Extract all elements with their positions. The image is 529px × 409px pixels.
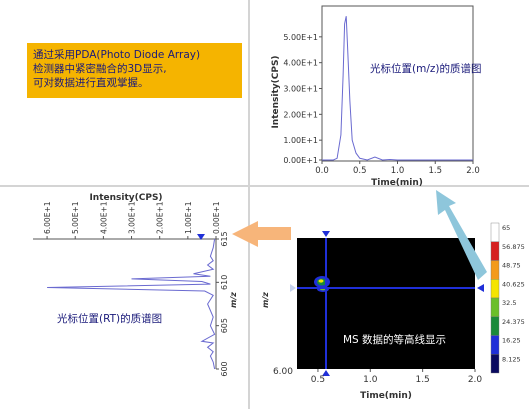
contour-ylabel: m/z (261, 292, 270, 308)
spectrum-ytick-label: 605 (220, 318, 229, 333)
callout-line-2: 检测器中紧密融合的3D显示, (33, 63, 167, 75)
chromatogram-xlabel: Time(min) (371, 178, 423, 188)
spectrum-plot-area (33, 239, 216, 369)
spectrum-ytick-label: 610 (220, 275, 229, 290)
colorbar-swatch (490, 222, 500, 242)
spectrum-trace (47, 238, 216, 370)
chromatogram-xtick-label: 2.0 (466, 166, 480, 176)
chromatogram-ytick-label: 4.00E+1 (283, 59, 318, 68)
colorbar-label: 16.25 (502, 337, 521, 345)
contour-cursor-right-marker (477, 284, 484, 292)
spectrum-xtick-label: 6.00E+1 (43, 201, 52, 234)
colorbar-label: 65 (502, 224, 510, 232)
chromatogram-chart: 0.00E+1 1.00E+1 2.00E+1 3.00E+1 4.00E+1 5.00E… (271, 5, 480, 188)
arrow-to-spectrum (232, 221, 291, 247)
colorbar-label: 8.125 (502, 355, 521, 363)
chromatogram-xtick-label: 0.5 (353, 166, 367, 176)
chromatogram-xtick-label: 0.0 (315, 166, 329, 176)
spectrum-xtick-label: 0.00E+1 (212, 201, 221, 234)
colorbar-label: 24.375 (502, 318, 525, 326)
chromatogram-ytick-label: 3.00E+1 (283, 85, 318, 94)
spectrum-xtick-label: 4.00E+1 (99, 201, 108, 234)
spectrum-title: Intensity(CPS) (89, 193, 162, 203)
arrow-to-chromatogram (436, 190, 487, 280)
spectrum-ytick-label: 600 (220, 361, 229, 376)
colorbar-label: 32.5 (502, 299, 516, 307)
contour-colorbar: 65 56.875 48.75 40.625 32.5 24.375 16.25 8.125 (490, 222, 525, 374)
spectrum-chart: 6.00E+1 5.00E+1 4.00E+1 3.00E+1 2.00E+1 1.00E… (33, 193, 238, 377)
contour-cursor-top-marker (322, 231, 330, 237)
colorbar-swatch (490, 316, 500, 336)
colorbar-swatch (490, 335, 500, 355)
colorbar-label: 48.75 (502, 262, 521, 270)
callout-line-3: 可对数据进行直观掌握。 (33, 77, 149, 89)
contour-xlabel: Time(min) (360, 391, 412, 401)
chromatogram-trace (322, 16, 473, 161)
chromatogram-xtick-label: 1.0 (391, 166, 405, 176)
spectrum-ylabel: m/z (229, 292, 238, 308)
label-contour: MS 数据的等高线显示 (343, 333, 446, 346)
colorbar-swatch (490, 241, 500, 261)
label-ms-at-rt: 光标位置(RT)的质谱图 (57, 312, 162, 325)
contour-xtick-label: 2.0 (468, 375, 483, 385)
spectrum-ytick-label: 615 (220, 231, 229, 246)
pda-callout: 通过采用PDA(Photo Diode Array) 检测器中紧密融合的3D显示… (27, 43, 242, 98)
contour-xtick-label: 1.5 (415, 375, 429, 385)
contour-cursor-left-marker (290, 284, 296, 292)
spectrum-xtick-label: 3.00E+1 (128, 201, 137, 234)
chromatogram-ytick-label: 5.00E+1 (283, 33, 318, 42)
chromatogram-xtick-label: 1.5 (428, 166, 442, 176)
colorbar-label: 56.875 (502, 243, 525, 251)
chromatogram-ylabel: Intensity(CPS) (271, 55, 281, 128)
contour-xtick-label: 1.0 (363, 375, 378, 385)
colorbar-swatch (490, 279, 500, 299)
chromatogram-ytick-label: 0.00E+1 (283, 156, 318, 165)
spectrum-xtick-label: 2.00E+1 (156, 201, 165, 234)
colorbar-swatch (490, 354, 500, 374)
spectrum-xtick-label: 5.00E+1 (71, 201, 80, 234)
spectrum-xtick-label: 1.00E+1 (184, 201, 193, 234)
colorbar-label: 40.625 (502, 280, 525, 288)
callout-line-1: 通过采用PDA(Photo Diode Array) (33, 49, 201, 61)
contour-ytick: 6.00 (273, 367, 293, 377)
contour-xtick-label: 0.5 (311, 375, 325, 385)
contour-chart: 0.5 1.0 1.5 2.0 6.00 m/z Time(min) MS 数据的等高… (261, 222, 525, 401)
contour-plot-area (297, 238, 475, 369)
spectrum-cursor-marker (197, 234, 205, 240)
colorbar-swatch (490, 260, 500, 280)
contour-cursor-bottom-marker (322, 370, 330, 376)
colorbar-swatch (490, 297, 500, 317)
chromatogram-ytick-label: 1.00E+1 (283, 136, 318, 145)
chromatogram-ytick-label: 2.00E+1 (283, 110, 318, 119)
label-ms-at-mz: 光标位置(m/z)的质谱图 (370, 62, 481, 75)
